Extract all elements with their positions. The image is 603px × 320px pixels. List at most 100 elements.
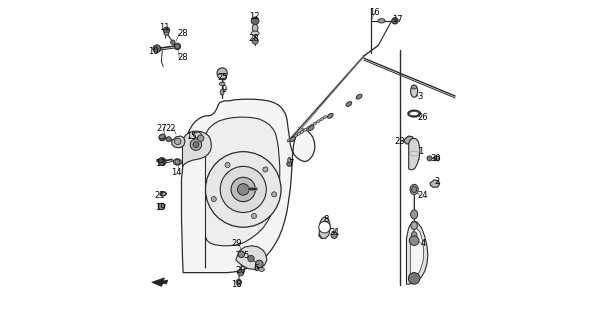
Circle shape xyxy=(174,138,181,145)
Text: 28: 28 xyxy=(249,34,259,43)
Ellipse shape xyxy=(303,128,307,131)
Circle shape xyxy=(217,68,227,78)
Circle shape xyxy=(159,158,166,165)
Polygon shape xyxy=(236,246,267,269)
Circle shape xyxy=(220,166,267,212)
Circle shape xyxy=(408,273,420,284)
Text: 22: 22 xyxy=(166,124,176,132)
Polygon shape xyxy=(404,136,414,144)
Text: 28: 28 xyxy=(178,53,188,62)
Ellipse shape xyxy=(294,134,297,138)
Ellipse shape xyxy=(153,46,161,51)
Circle shape xyxy=(238,269,244,276)
Ellipse shape xyxy=(238,271,244,275)
Ellipse shape xyxy=(346,101,352,107)
Text: 18: 18 xyxy=(232,280,242,289)
Circle shape xyxy=(271,192,277,197)
Ellipse shape xyxy=(378,19,385,23)
Ellipse shape xyxy=(218,74,227,79)
Polygon shape xyxy=(182,99,315,273)
Ellipse shape xyxy=(259,268,264,271)
Text: 10: 10 xyxy=(148,47,159,56)
Ellipse shape xyxy=(411,222,417,229)
Text: 12: 12 xyxy=(249,12,259,20)
Text: 16: 16 xyxy=(369,8,380,17)
Circle shape xyxy=(163,27,169,34)
Circle shape xyxy=(175,44,180,49)
Text: 9: 9 xyxy=(221,85,227,94)
Circle shape xyxy=(251,17,259,25)
Circle shape xyxy=(238,184,249,195)
Ellipse shape xyxy=(356,94,362,99)
Text: 6: 6 xyxy=(253,264,259,273)
Polygon shape xyxy=(152,278,168,286)
Circle shape xyxy=(225,163,230,168)
Circle shape xyxy=(198,135,204,141)
Circle shape xyxy=(193,142,199,148)
Ellipse shape xyxy=(219,82,225,85)
Circle shape xyxy=(427,156,432,161)
Text: 23: 23 xyxy=(395,137,405,146)
Polygon shape xyxy=(160,192,166,196)
Circle shape xyxy=(175,159,180,164)
Ellipse shape xyxy=(297,132,300,135)
Text: 28: 28 xyxy=(178,29,188,38)
Circle shape xyxy=(331,232,337,238)
Ellipse shape xyxy=(173,159,182,165)
Text: 5: 5 xyxy=(244,252,249,260)
Text: 7: 7 xyxy=(289,159,294,168)
Ellipse shape xyxy=(289,137,295,142)
Ellipse shape xyxy=(220,89,224,95)
Ellipse shape xyxy=(323,116,327,119)
Text: 17: 17 xyxy=(392,15,403,24)
Text: 4: 4 xyxy=(421,239,426,248)
Circle shape xyxy=(248,255,254,262)
Ellipse shape xyxy=(412,85,417,89)
Polygon shape xyxy=(159,134,165,139)
Ellipse shape xyxy=(287,139,291,142)
Circle shape xyxy=(206,152,281,227)
Text: 2: 2 xyxy=(434,177,439,186)
Ellipse shape xyxy=(412,186,417,193)
Polygon shape xyxy=(206,117,280,268)
Text: 30: 30 xyxy=(431,154,441,163)
Circle shape xyxy=(236,279,242,285)
Text: 29: 29 xyxy=(232,239,242,248)
Polygon shape xyxy=(410,228,424,280)
Ellipse shape xyxy=(331,233,337,237)
Ellipse shape xyxy=(194,132,201,138)
Text: 19: 19 xyxy=(155,203,165,212)
Ellipse shape xyxy=(327,113,333,118)
Text: 31: 31 xyxy=(330,228,341,237)
Circle shape xyxy=(409,273,419,283)
Ellipse shape xyxy=(164,32,169,35)
Circle shape xyxy=(159,134,165,141)
Circle shape xyxy=(256,260,263,268)
Polygon shape xyxy=(319,217,330,238)
Ellipse shape xyxy=(252,24,258,32)
Circle shape xyxy=(231,177,256,202)
Polygon shape xyxy=(430,180,440,187)
Polygon shape xyxy=(409,138,420,170)
Circle shape xyxy=(174,43,180,50)
Ellipse shape xyxy=(320,118,323,121)
Ellipse shape xyxy=(317,120,320,123)
Ellipse shape xyxy=(411,210,418,219)
Text: 26: 26 xyxy=(417,113,428,122)
Text: 11: 11 xyxy=(159,23,170,32)
Ellipse shape xyxy=(251,31,259,36)
Polygon shape xyxy=(157,157,164,163)
Circle shape xyxy=(238,251,245,258)
Circle shape xyxy=(252,38,258,44)
Circle shape xyxy=(287,161,292,166)
Text: 13: 13 xyxy=(155,159,165,168)
Circle shape xyxy=(319,221,330,233)
Text: 21: 21 xyxy=(155,191,165,200)
Circle shape xyxy=(171,40,175,44)
Ellipse shape xyxy=(291,137,294,140)
Ellipse shape xyxy=(410,184,418,195)
Text: 14: 14 xyxy=(171,168,182,177)
Circle shape xyxy=(263,167,268,172)
Circle shape xyxy=(392,18,398,24)
Text: 27: 27 xyxy=(156,124,166,132)
